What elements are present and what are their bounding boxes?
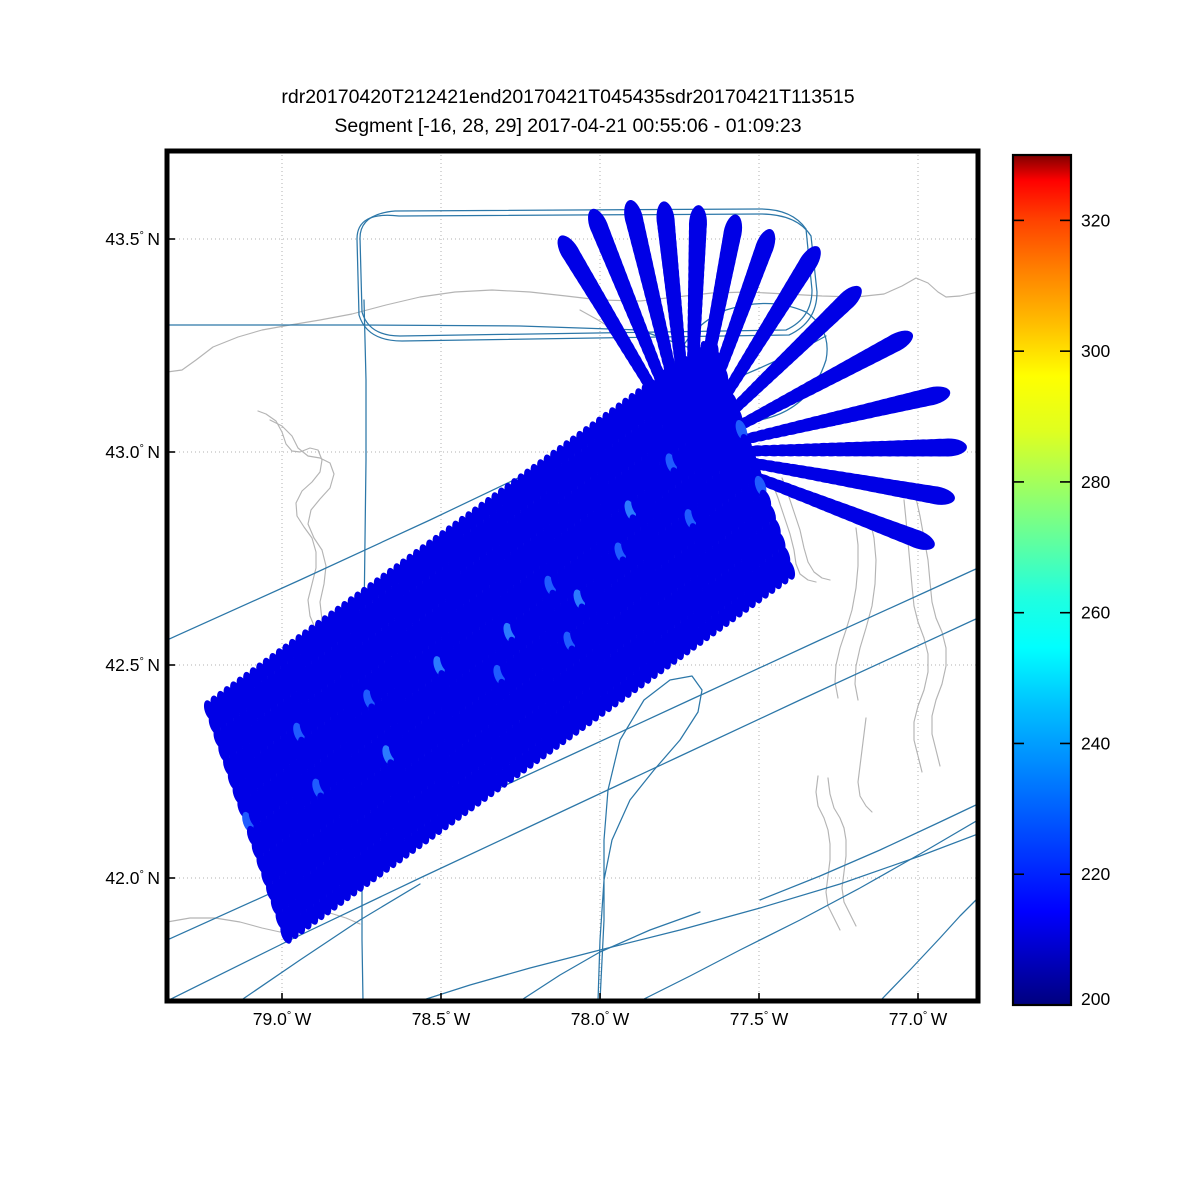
footprint-swath-77-16 (783, 559, 796, 580)
flight-racetrack-inner (356, 213, 818, 342)
y-tick-label-1: 43.0° N (105, 442, 160, 462)
footprint-spoke-5-29 (723, 214, 743, 252)
figure-title: rdr20170420T212421end20170421T045435sdr2… (281, 86, 854, 137)
lake-finger-3-left (857, 717, 873, 813)
footprint-spoke-3-29 (656, 201, 675, 240)
x-tick-label-4: 77.0° W (889, 1009, 948, 1029)
flight-line-diag-4 (239, 883, 421, 1001)
colorbar-label-220: 220 (1081, 864, 1110, 884)
footprint-spoke-13-29 (898, 528, 935, 550)
y-tick-label-3: 42.0° N (105, 868, 160, 888)
flight-loop-mid (597, 675, 703, 1001)
coast-branch-a (771, 481, 817, 583)
flight-racetrack-outer (359, 208, 813, 337)
footprint-spoke-8-29 (831, 285, 862, 316)
plot-frame (164, 148, 981, 1004)
footprint-spoke-9-29 (878, 330, 914, 355)
flight-line-diag-7 (639, 819, 978, 1001)
footprint-markers-layer (203, 200, 967, 944)
lake-finger-3-right (827, 777, 857, 927)
flight-line-diag-5 (419, 833, 978, 1001)
lake-finger-2-left (903, 499, 929, 773)
colorbar-frame (1011, 153, 1073, 1007)
footprint-spoke-12-29 (917, 485, 955, 505)
flight-line-diag-3 (167, 617, 978, 1001)
axis-tick-marks (167, 238, 919, 1001)
x-axis-tick-labels: 79.0° W 78.5° W 78.0° W 77.5° W 77.0° W (253, 1009, 948, 1029)
y-tick-label-0: 43.5° N (105, 229, 160, 249)
colorbar-tick-labels: 320 300 280 260 240 220 200 (1081, 210, 1110, 1009)
colorbar-label-260: 260 (1081, 603, 1110, 623)
flight-line-diag-6 (519, 911, 701, 1001)
colorbar-gradient (1013, 155, 1071, 1005)
x-tick-label-0: 79.0° W (253, 1009, 312, 1029)
footprint-spoke-0-29 (557, 235, 583, 270)
coast-branch-b (781, 477, 831, 581)
footprint-spoke-7-29 (795, 246, 821, 280)
x-tick-label-3: 77.5° W (730, 1009, 789, 1029)
footprint-spoke-2-29 (624, 200, 644, 238)
title-line-1: rdr20170420T212421end20170421T045435sdr2… (281, 86, 854, 108)
lake-finger-1-left (834, 527, 859, 699)
footprint-spoke-6-29 (753, 229, 776, 266)
flight-line-diag-8 (879, 897, 978, 1001)
colorbar[interactable]: 320 300 280 260 240 220 200 (1011, 153, 1110, 1009)
footprint-spoke-10-29 (913, 386, 951, 406)
x-tick-label-1: 78.5° W (412, 1009, 471, 1029)
title-line-2: Segment [-16, 28, 29] 2017-04-21 00:55:0… (334, 115, 801, 137)
footprint-spoke-1-29 (588, 208, 610, 245)
colorbar-label-300: 300 (1081, 341, 1110, 361)
colorbar-label-240: 240 (1081, 733, 1110, 753)
y-tick-label-2: 42.5° N (105, 655, 160, 675)
colorbar-label-200: 200 (1081, 989, 1110, 1009)
lake-finger-3-right-2 (815, 775, 841, 931)
x-tick-label-2: 78.0° W (571, 1009, 630, 1029)
footprint-spoke-11-29 (928, 438, 967, 457)
colorbar-label-280: 280 (1081, 472, 1110, 492)
colorbar-tick-marks (1013, 219, 1071, 876)
y-axis-tick-labels: 43.5° N 43.0° N 42.5° N 42.0° N (105, 229, 160, 888)
colorbar-label-320: 320 (1081, 210, 1110, 230)
flight-line-diag-9 (759, 803, 978, 901)
footprint-spoke-4-29 (688, 205, 707, 244)
